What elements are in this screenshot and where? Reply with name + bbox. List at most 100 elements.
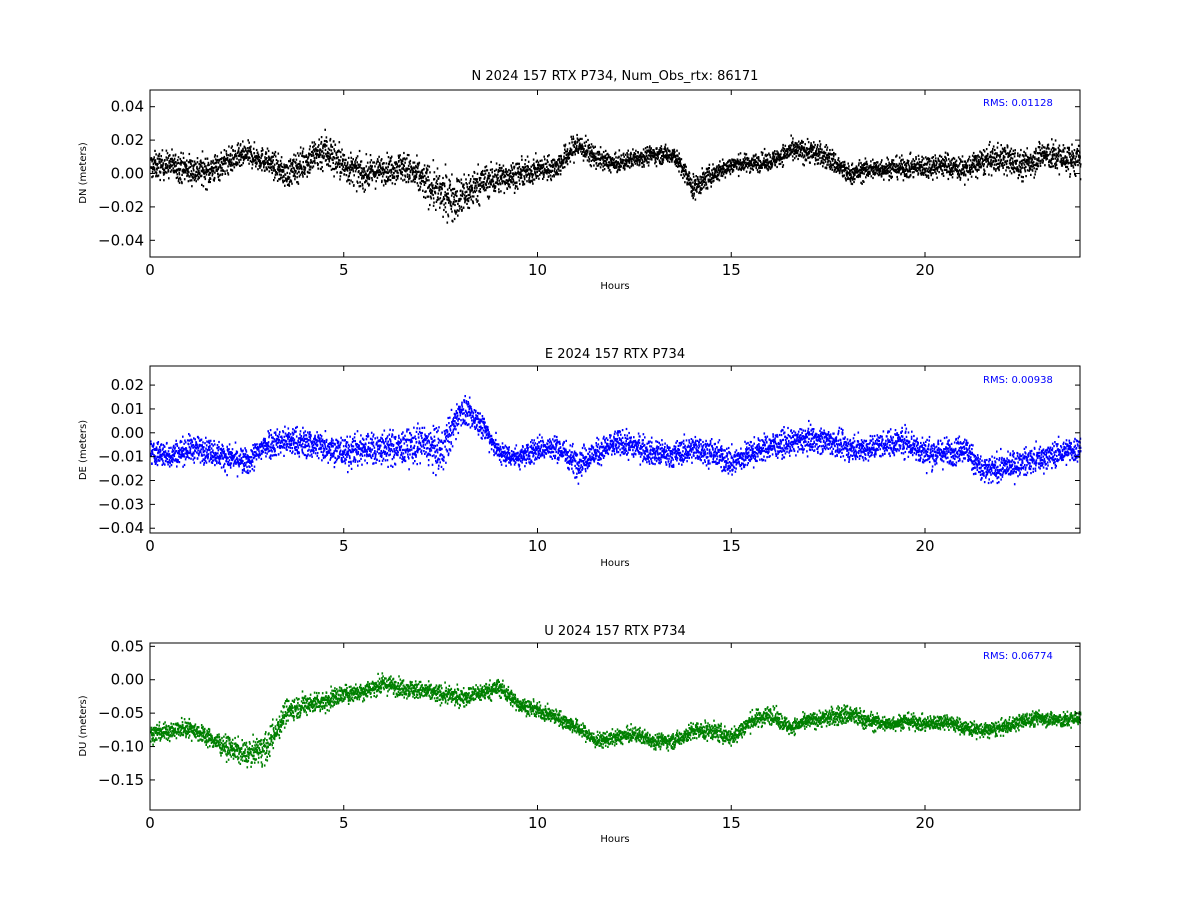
panel-north-point bbox=[801, 139, 803, 142]
panel-north-point bbox=[1011, 152, 1013, 155]
panel-north-point bbox=[198, 170, 200, 173]
panel-north-point bbox=[162, 167, 164, 170]
panel-north-point bbox=[822, 165, 824, 168]
panel-north-point bbox=[898, 156, 901, 159]
panel-north-point bbox=[221, 161, 223, 164]
panel-north-point bbox=[467, 193, 470, 197]
panel-north-point bbox=[519, 176, 522, 180]
panel-north-point bbox=[797, 143, 799, 147]
panel-north-point bbox=[1008, 167, 1010, 170]
panel-north-point bbox=[890, 175, 892, 178]
panel-north-point bbox=[949, 160, 951, 163]
panel-north-point bbox=[484, 166, 486, 169]
panel-north-point bbox=[966, 160, 969, 163]
panel-north-point bbox=[334, 143, 337, 146]
panel-north-point bbox=[216, 158, 219, 162]
panel-north-point bbox=[508, 172, 511, 175]
panel-north-point bbox=[671, 160, 673, 163]
panel-north-point bbox=[1017, 154, 1019, 157]
panel-north-point bbox=[725, 169, 727, 172]
panel-north-point bbox=[176, 173, 179, 176]
panel-north-point bbox=[406, 157, 408, 160]
panel-north-point bbox=[546, 170, 549, 173]
panel-north-point bbox=[486, 180, 488, 183]
panel-north-point bbox=[774, 164, 777, 167]
panel-north-point bbox=[365, 172, 367, 175]
panel-north-point bbox=[767, 168, 770, 171]
panel-north-point bbox=[794, 151, 796, 154]
panel-north-point bbox=[835, 167, 837, 170]
panel-north-point bbox=[573, 161, 575, 164]
panel-north-point bbox=[296, 181, 298, 184]
panel-north-point bbox=[613, 162, 615, 165]
panel-north-point bbox=[468, 197, 470, 200]
panel-north-point bbox=[831, 148, 834, 151]
panel-north-point bbox=[997, 154, 1000, 157]
panel-north-point bbox=[1032, 156, 1035, 159]
panel-north-point bbox=[661, 151, 664, 154]
panel-north-point bbox=[484, 176, 486, 179]
panel-north-point bbox=[830, 157, 833, 160]
panel-north-point bbox=[723, 171, 726, 174]
panel-north-point bbox=[993, 166, 995, 170]
panel-north-point bbox=[888, 179, 890, 182]
panel-north-point bbox=[463, 173, 465, 176]
panel-north-point bbox=[950, 162, 952, 165]
panel-north-point bbox=[786, 148, 788, 151]
panel-north-point bbox=[304, 166, 307, 169]
panel-north-point bbox=[564, 150, 567, 153]
panel-north-point bbox=[587, 156, 590, 159]
panel-north-point bbox=[326, 152, 329, 155]
panel-north-point bbox=[393, 175, 396, 178]
panel-north-point bbox=[256, 151, 259, 154]
panel-north-point bbox=[387, 156, 390, 159]
panel-north-point bbox=[928, 163, 931, 166]
panel-north-point bbox=[231, 145, 233, 148]
panel-north-point bbox=[1020, 175, 1023, 178]
panel-north-point bbox=[832, 155, 835, 158]
panel-north-point bbox=[861, 164, 863, 167]
panel-north-point bbox=[881, 170, 884, 174]
panel-north-point bbox=[471, 187, 474, 190]
panel-north-point bbox=[353, 166, 356, 169]
panel-north-point bbox=[659, 147, 661, 150]
panel-north-point bbox=[1034, 157, 1036, 160]
panel-north-point bbox=[807, 153, 809, 156]
panel-north-point bbox=[154, 168, 156, 171]
panel-north-point bbox=[829, 149, 831, 152]
panel-north-point bbox=[436, 186, 438, 189]
panel-north-point bbox=[186, 174, 188, 178]
panel-north-point bbox=[442, 176, 444, 180]
panel-north-point bbox=[906, 168, 909, 171]
panel-north-point bbox=[281, 170, 283, 173]
panel-north-point bbox=[871, 167, 873, 171]
panel-north-point bbox=[233, 163, 235, 166]
panel-north-point bbox=[912, 176, 915, 179]
panel-north-point bbox=[382, 171, 384, 174]
panel-north-point bbox=[442, 196, 445, 199]
panel-north-point bbox=[702, 179, 705, 182]
panel-north-point bbox=[852, 177, 854, 181]
panel-north-point bbox=[862, 166, 864, 169]
panel-north-point bbox=[570, 150, 572, 153]
panel-north-point bbox=[1003, 163, 1006, 166]
panel-north-point bbox=[861, 170, 864, 173]
panel-north-point bbox=[305, 160, 307, 164]
panel-north-point bbox=[996, 154, 999, 157]
panel-north-point bbox=[459, 194, 462, 197]
panel-north-point bbox=[999, 160, 1002, 163]
panel-north-point bbox=[420, 179, 423, 182]
panel-north-point bbox=[504, 175, 507, 178]
panel-north-point bbox=[294, 178, 296, 181]
panel-north-point bbox=[298, 154, 300, 157]
panel-north-point bbox=[566, 163, 569, 166]
panel-north-point bbox=[290, 169, 292, 172]
panel-north-point bbox=[928, 160, 930, 163]
panel-north-point bbox=[743, 160, 746, 163]
panel-north-point bbox=[528, 180, 530, 183]
panel-north-point bbox=[829, 152, 831, 155]
panel-north-point bbox=[275, 158, 278, 162]
panel-north-point bbox=[281, 165, 284, 169]
panel-north-point bbox=[981, 157, 984, 160]
